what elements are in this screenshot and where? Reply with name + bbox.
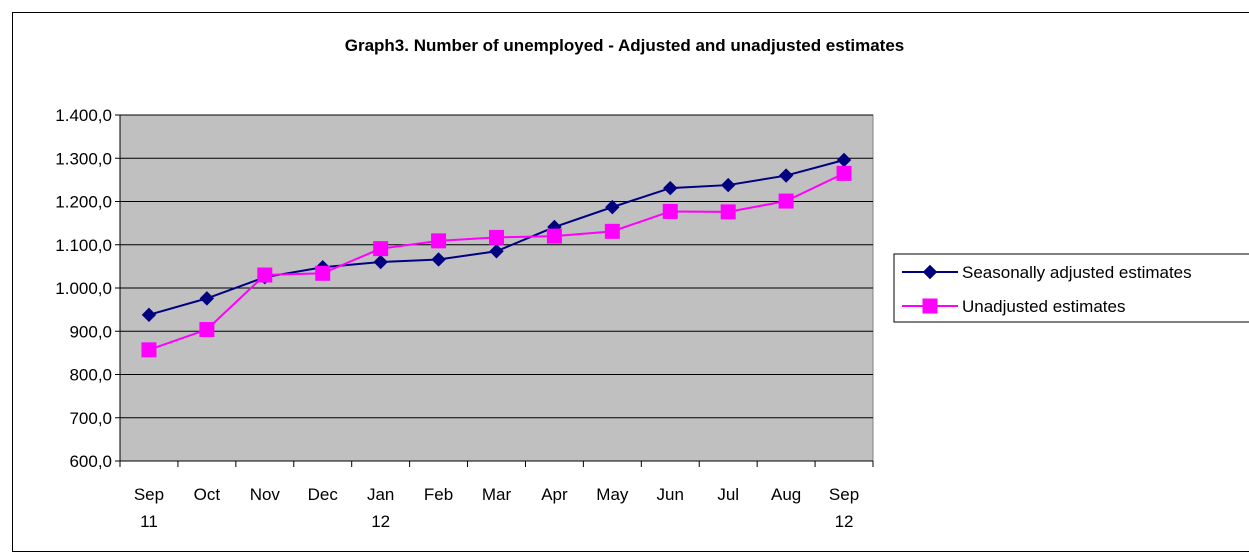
y-tick-label: 700,0: [69, 409, 112, 428]
x-tick-label-year: 11: [140, 512, 158, 531]
data-point: [316, 266, 330, 280]
data-point: [374, 242, 388, 256]
data-point: [779, 194, 793, 208]
y-tick-label: 1.400,0: [55, 106, 112, 125]
data-point: [605, 224, 619, 238]
x-tick-label: Feb: [424, 485, 453, 504]
y-tick-label: 900,0: [69, 322, 112, 341]
x-tick-label: Jun: [657, 485, 684, 504]
data-point: [663, 204, 677, 218]
y-tick-label: 800,0: [69, 366, 112, 385]
data-point: [200, 323, 214, 337]
legend: Seasonally adjusted estimates Unadjusted …: [894, 254, 1249, 322]
legend-label: Seasonally adjusted estimates: [962, 263, 1192, 282]
legend-label: Unadjusted estimates: [962, 297, 1125, 316]
data-point: [490, 230, 504, 244]
data-point: [547, 229, 561, 243]
x-tick-label: Sep: [134, 485, 164, 504]
x-tick-label-year: 12: [371, 512, 390, 531]
data-point: [142, 343, 156, 357]
y-tick-label: 1.300,0: [55, 149, 112, 168]
x-tick-label: Mar: [482, 485, 512, 504]
data-point: [258, 268, 272, 282]
data-point: [432, 234, 446, 248]
x-tick-label: Jan: [367, 485, 394, 504]
x-tick-label: May: [596, 485, 629, 504]
data-point: [721, 205, 735, 219]
x-tick-label: Jul: [717, 485, 739, 504]
y-tick-label: 1.200,0: [55, 193, 112, 212]
x-tick-label-year: 12: [835, 512, 854, 531]
legend-marker: [923, 299, 937, 313]
x-tick-label: Aug: [771, 485, 801, 504]
x-tick-label: Oct: [194, 485, 221, 504]
y-tick-label: 1.100,0: [55, 236, 112, 255]
x-tick-label: Apr: [541, 485, 568, 504]
x-tick-label: Sep: [829, 485, 859, 504]
y-tick-label: 600,0: [69, 452, 112, 471]
x-tick-label: Nov: [250, 485, 281, 504]
x-tick-label: Dec: [308, 485, 339, 504]
y-tick-label: 1.000,0: [55, 279, 112, 298]
data-point: [837, 166, 851, 180]
